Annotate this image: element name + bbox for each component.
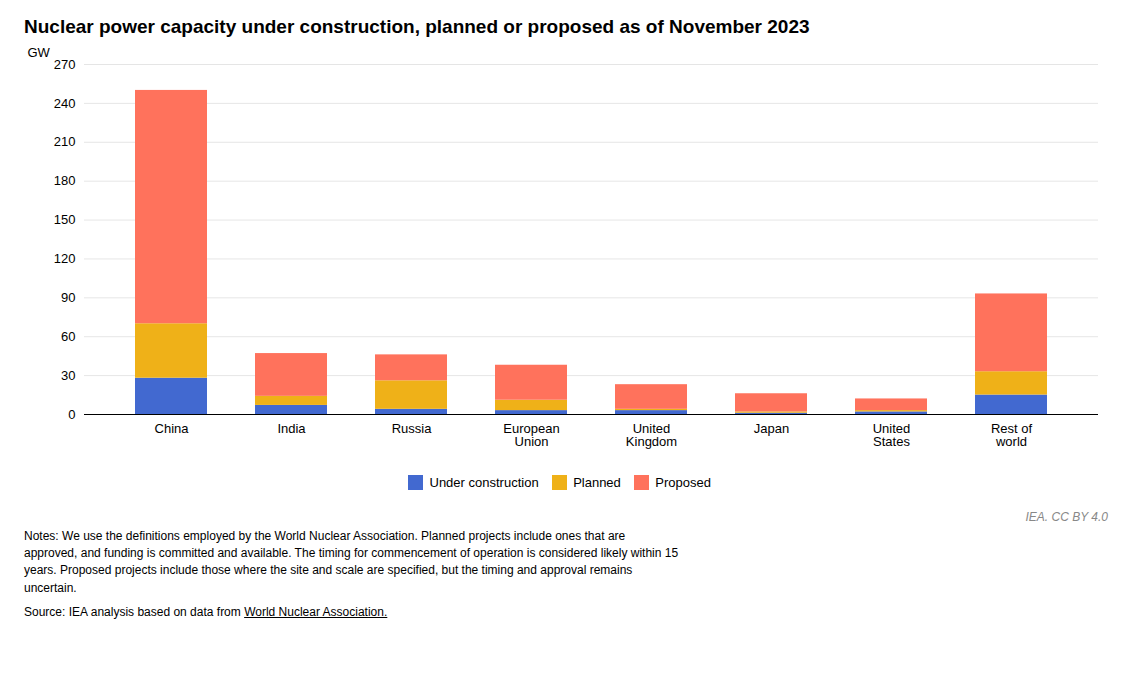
svg-text:240: 240 xyxy=(54,96,76,111)
svg-text:China: China xyxy=(155,421,190,436)
svg-text:120: 120 xyxy=(54,251,76,266)
svg-text:Russia: Russia xyxy=(392,421,433,436)
svg-text:180: 180 xyxy=(54,173,76,188)
html-text:Nuclear power capacity under c: Nuclear power capacity under constructio… xyxy=(24,16,810,37)
html-text:Source: IEA analysis based on: Source: IEA analysis based on data from … xyxy=(24,605,388,620)
html-text:Under construction: Under construction xyxy=(429,475,539,490)
html-text:Notes: We use the definitions: Notes: We use the definitions employed b… xyxy=(24,528,679,595)
svg-text:60: 60 xyxy=(61,329,75,344)
svg-text:210: 210 xyxy=(54,134,76,149)
svg-text:UnitedStates: UnitedStates xyxy=(873,421,911,449)
html-text:IEA. CC BY 4.0: IEA. CC BY 4.0 xyxy=(1025,509,1108,524)
svg-text:90: 90 xyxy=(61,290,75,305)
svg-text:270: 270 xyxy=(54,57,76,72)
svg-text:30: 30 xyxy=(61,368,75,383)
svg-text:India: India xyxy=(277,421,306,436)
svg-text:UnitedKingdom: UnitedKingdom xyxy=(626,421,677,449)
html-text:Planned: Planned xyxy=(573,475,621,490)
svg-text:Rest ofworld: Rest ofworld xyxy=(991,421,1033,449)
svg-text:GW: GW xyxy=(28,45,51,60)
svg-text:Japan: Japan xyxy=(754,421,789,436)
svg-text:0: 0 xyxy=(68,407,75,422)
svg-text:150: 150 xyxy=(54,212,76,227)
svg-text:EuropeanUnion: EuropeanUnion xyxy=(503,421,559,449)
html-text:Proposed: Proposed xyxy=(655,475,711,490)
